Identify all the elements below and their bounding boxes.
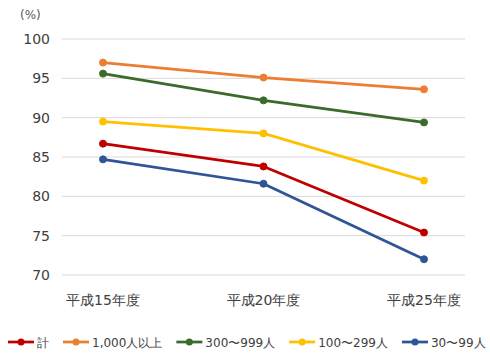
series-marker [260, 180, 267, 187]
series-line [103, 144, 424, 233]
series-marker [100, 59, 107, 66]
y-tick-label: 75 [32, 228, 50, 244]
chart-container: (%) 70 75 80 85 90 95 100 平成15年度 平成20年度 平成25年度計 1,0… [0, 0, 490, 360]
x-tick-label: 平成15年度 [66, 292, 140, 308]
series-marker [421, 119, 428, 126]
y-tick-label: 95 [32, 70, 50, 86]
legend-label: 1,000人以上 [92, 336, 162, 350]
series-marker [421, 229, 428, 236]
series-line [103, 122, 424, 181]
x-tick-label: 平成20年度 [227, 292, 301, 308]
grid [62, 39, 465, 275]
y-tick-label: 80 [32, 188, 50, 204]
legend-label: 300〜999人 [205, 336, 275, 350]
y-tick-label: 85 [32, 149, 50, 165]
series-marker [260, 97, 267, 104]
y-tick-label: 90 [32, 110, 50, 126]
legend-marker [299, 339, 306, 346]
series-marker [100, 156, 107, 163]
legend: 計 1,000人以上 300〜999人 100〜299人 30〜99人 [8, 336, 486, 350]
legend-marker [73, 339, 80, 346]
series-marker [421, 256, 428, 263]
y-tick-label: 70 [32, 267, 50, 283]
grid-line [62, 39, 465, 40]
series-group [100, 59, 428, 263]
grid-line [62, 157, 465, 158]
series-line [103, 74, 424, 123]
series-marker [100, 118, 107, 125]
chart-svg: (%) 70 75 80 85 90 95 100 平成15年度 平成20年度 平成25年度計 1,0… [0, 0, 490, 360]
series-line [103, 63, 424, 90]
series-line [103, 159, 424, 259]
legend-marker [186, 339, 193, 346]
series-marker [100, 70, 107, 77]
y-axis-label: (%) [20, 8, 41, 22]
series-marker [421, 86, 428, 93]
grid-line [62, 235, 465, 236]
series-marker [260, 130, 267, 137]
grid-line [62, 117, 465, 118]
series-marker [260, 74, 267, 81]
grid-line [62, 275, 465, 276]
legend-marker [18, 339, 25, 346]
y-tick-label: 100 [23, 31, 50, 47]
legend-marker [411, 339, 418, 346]
legend-label: 100〜299人 [318, 336, 388, 350]
series-marker [100, 140, 107, 147]
legend-label: 30〜99人 [431, 336, 486, 350]
x-tick-label: 平成25年度 [387, 292, 461, 308]
legend-label: 計 [37, 336, 49, 350]
series-marker [421, 177, 428, 184]
series-marker [260, 163, 267, 170]
grid-line [62, 196, 465, 197]
